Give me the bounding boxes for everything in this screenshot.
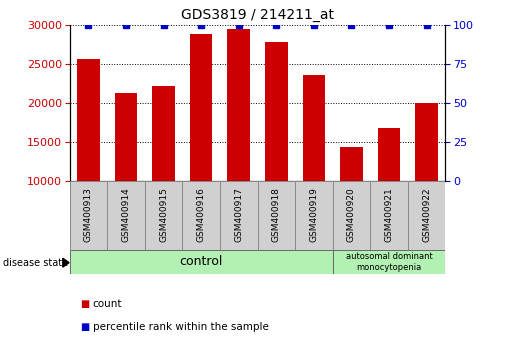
Bar bbox=[416, 103, 438, 181]
FancyBboxPatch shape bbox=[258, 181, 295, 250]
FancyBboxPatch shape bbox=[220, 181, 258, 250]
FancyBboxPatch shape bbox=[145, 181, 182, 250]
Text: GSM400918: GSM400918 bbox=[272, 188, 281, 242]
Bar bbox=[77, 59, 99, 181]
Bar bbox=[265, 42, 287, 181]
FancyBboxPatch shape bbox=[295, 181, 333, 250]
FancyBboxPatch shape bbox=[333, 250, 445, 274]
FancyBboxPatch shape bbox=[370, 181, 408, 250]
Bar bbox=[152, 86, 175, 181]
FancyBboxPatch shape bbox=[70, 181, 107, 250]
FancyBboxPatch shape bbox=[408, 181, 445, 250]
Text: count: count bbox=[93, 299, 122, 309]
Bar bbox=[190, 34, 212, 181]
Bar bbox=[340, 147, 363, 181]
Bar bbox=[228, 29, 250, 181]
Bar bbox=[115, 93, 137, 181]
FancyBboxPatch shape bbox=[70, 250, 333, 274]
Text: GSM400913: GSM400913 bbox=[84, 188, 93, 242]
Bar bbox=[303, 75, 325, 181]
FancyBboxPatch shape bbox=[107, 181, 145, 250]
FancyBboxPatch shape bbox=[182, 181, 220, 250]
Text: GSM400916: GSM400916 bbox=[197, 188, 205, 242]
Text: GSM400922: GSM400922 bbox=[422, 188, 431, 242]
Text: percentile rank within the sample: percentile rank within the sample bbox=[93, 322, 269, 332]
Text: GSM400917: GSM400917 bbox=[234, 188, 243, 242]
Text: GSM400920: GSM400920 bbox=[347, 188, 356, 242]
Text: GSM400914: GSM400914 bbox=[122, 188, 130, 242]
Text: GSM400921: GSM400921 bbox=[385, 188, 393, 242]
Bar bbox=[378, 127, 400, 181]
Text: autosomal dominant
monocytopenia: autosomal dominant monocytopenia bbox=[346, 252, 433, 272]
Text: GSM400915: GSM400915 bbox=[159, 188, 168, 242]
Text: ■: ■ bbox=[80, 299, 89, 309]
Title: GDS3819 / 214211_at: GDS3819 / 214211_at bbox=[181, 8, 334, 22]
FancyArrow shape bbox=[63, 258, 69, 267]
FancyBboxPatch shape bbox=[333, 181, 370, 250]
Text: control: control bbox=[179, 256, 223, 268]
Text: GSM400919: GSM400919 bbox=[310, 188, 318, 242]
Text: ■: ■ bbox=[80, 322, 89, 332]
Text: disease state: disease state bbox=[3, 258, 67, 268]
